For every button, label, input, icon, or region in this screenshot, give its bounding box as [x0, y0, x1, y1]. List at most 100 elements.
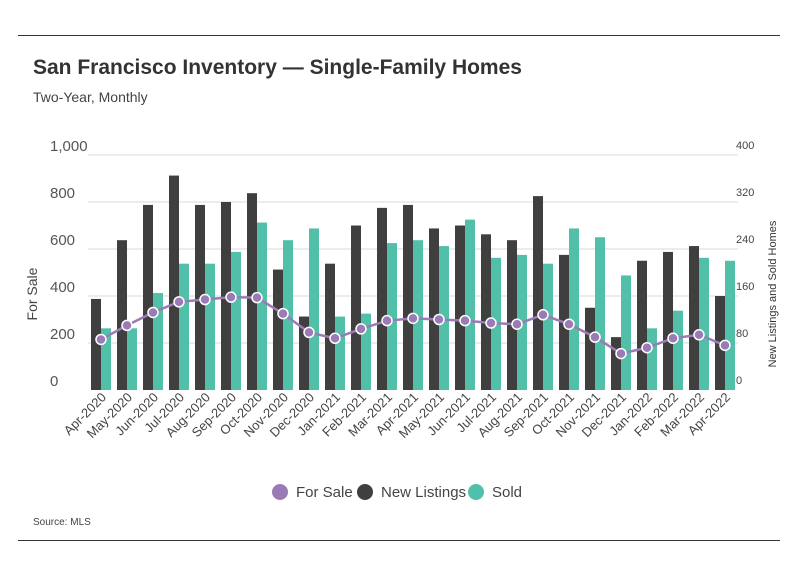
legend-new-listings-swatch	[357, 484, 373, 500]
right-tick-label: 400	[736, 140, 754, 152]
bar-new-listings-nov-2020	[273, 269, 283, 390]
point-for-sale-dec-2020	[303, 326, 315, 339]
point-for-sale-oct-2020	[251, 291, 263, 304]
bar-sold-apr-2022	[725, 260, 735, 390]
right-tick-label: 320	[736, 187, 754, 199]
point-for-sale-aug-2021	[511, 318, 523, 330]
point-for-sale-apr-2020	[95, 333, 107, 346]
point-for-sale-aug-2020	[199, 293, 211, 306]
bar-new-listings-feb-2021	[351, 225, 361, 390]
bar-new-listings-mar-2021	[377, 207, 387, 390]
legend-item-new-listings: New Listings	[357, 484, 466, 501]
bar-sold-feb-2022	[673, 310, 683, 390]
point-for-sale-may-2020	[121, 319, 133, 332]
bar-new-listings-jul-2020	[169, 175, 179, 390]
right-tick-label: 80	[736, 328, 748, 340]
right-tick-label: 160	[736, 281, 754, 293]
bar-sold-jul-2020	[179, 263, 189, 390]
bar-sold-mar-2022	[699, 257, 709, 390]
point-for-sale-jan-2022	[641, 341, 653, 354]
point-for-sale-nov-2021	[589, 331, 601, 343]
bar-sold-may-2020	[127, 328, 137, 390]
bar-new-listings-jul-2021	[481, 234, 491, 390]
legend: For Sale New Listings Sold	[272, 484, 522, 501]
bar-new-listings-jun-2020	[143, 204, 153, 390]
legend-new-listings-label: New Listings	[381, 484, 466, 501]
bar-new-listings-aug-2021	[507, 240, 517, 390]
point-for-sale-sep-2021	[537, 309, 549, 321]
bar-new-listings-dec-2020	[299, 316, 309, 390]
point-for-sale-mar-2022	[693, 329, 705, 341]
chart-subtitle: Two-Year, Monthly	[33, 89, 148, 105]
bar-new-listings-apr-2020	[91, 298, 101, 390]
right-axis-label: New Listings and Sold Homes	[767, 220, 779, 367]
bar-new-listings-jan-2021	[325, 263, 335, 390]
bar-sold-dec-2021	[621, 275, 631, 390]
bar-new-listings-dec-2021	[611, 337, 621, 390]
left-axis-ticks: 0 200 400 600 800 1,000	[50, 138, 88, 390]
bar-new-listings-feb-2022	[663, 251, 673, 390]
bar-sold-jun-2021	[465, 219, 475, 390]
right-tick-label: 0	[736, 375, 742, 387]
point-for-sale-mar-2021	[381, 314, 393, 327]
legend-sold-label: Sold	[492, 484, 522, 501]
bar-new-listings-jan-2022	[637, 260, 647, 390]
point-for-sale-nov-2020	[277, 307, 289, 320]
point-for-sale-dec-2021	[615, 347, 627, 360]
bar-sold-aug-2020	[205, 263, 215, 390]
bar-sold-oct-2020	[257, 222, 267, 390]
point-for-sale-oct-2021	[563, 318, 575, 330]
legend-for-sale-label: For Sale	[296, 484, 353, 501]
left-tick-label: 800	[50, 185, 75, 202]
point-for-sale-apr-2021	[407, 312, 419, 325]
bar-new-listings-may-2021	[429, 228, 439, 390]
point-for-sale-jun-2021	[459, 314, 471, 327]
left-axis-label: For Sale	[24, 267, 40, 320]
point-for-sale-sep-2020	[225, 291, 237, 303]
left-tick-label: 600	[50, 232, 75, 249]
bar-new-listings-apr-2021	[403, 204, 413, 390]
chart-svg: 0 200 400 600 800 1,000 0 80 160 240 320 400 Apr-2…	[24, 138, 779, 501]
bar-sold-dec-2020	[309, 228, 319, 390]
bar-new-listings-jun-2021	[455, 225, 465, 390]
legend-for-sale-swatch	[272, 484, 288, 500]
left-tick-label: 0	[50, 373, 58, 390]
bar-sold-jun-2020	[153, 293, 163, 390]
chart-title: San Francisco Inventory — Single-Family …	[33, 56, 522, 79]
bar-new-listings-may-2020	[117, 240, 127, 390]
top-rule	[18, 35, 780, 36]
point-for-sale-feb-2021	[355, 323, 367, 335]
point-for-sale-jun-2020	[147, 306, 159, 319]
left-tick-label: 200	[50, 326, 75, 343]
bars	[91, 175, 735, 390]
legend-item-sold: Sold	[468, 484, 522, 501]
source-note: Source: MLS	[33, 517, 91, 528]
legend-sold-swatch	[468, 484, 484, 500]
bar-sold-jan-2021	[335, 316, 345, 390]
point-for-sale-jul-2020	[173, 296, 185, 308]
bar-sold-nov-2021	[595, 237, 605, 390]
x-axis-ticks: Apr-2020May-2020Jun-2020Jul-2020Aug-2020…	[61, 390, 733, 441]
bar-new-listings-mar-2022	[689, 246, 699, 390]
bar-new-listings-nov-2021	[585, 307, 595, 390]
point-for-sale-jan-2021	[329, 332, 341, 345]
right-tick-label: 240	[736, 234, 754, 246]
point-for-sale-feb-2022	[667, 332, 679, 345]
bar-sold-sep-2021	[543, 263, 553, 390]
bar-new-listings-oct-2020	[247, 193, 257, 390]
point-for-sale-apr-2022	[719, 339, 731, 352]
left-tick-label: 1,000	[50, 138, 88, 155]
point-for-sale-may-2021	[433, 313, 445, 326]
bar-sold-apr-2021	[413, 240, 423, 390]
bar-sold-mar-2021	[387, 243, 397, 390]
bar-sold-feb-2021	[361, 313, 371, 390]
bar-sold-oct-2021	[569, 228, 579, 390]
for-sale-points	[95, 291, 731, 360]
bar-sold-apr-2020	[101, 328, 111, 390]
point-for-sale-jul-2021	[485, 317, 497, 329]
right-axis-ticks: 0 80 160 240 320 400	[736, 140, 754, 387]
legend-item-for-sale: For Sale	[272, 484, 353, 501]
bar-sold-jan-2022	[647, 328, 657, 390]
bar-sold-sep-2020	[231, 251, 241, 390]
left-tick-label: 400	[50, 279, 75, 296]
